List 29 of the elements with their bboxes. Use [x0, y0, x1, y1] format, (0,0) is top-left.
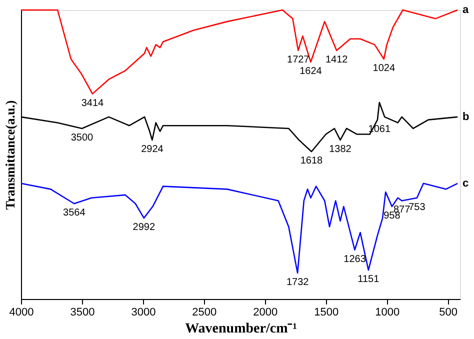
x-tick-label: 3000 — [131, 306, 156, 318]
series-label: a — [462, 4, 470, 16]
annotation: 1151 — [358, 274, 380, 286]
x-axis-title: Wavenumber/cm⁻¹ — [185, 322, 297, 336]
annotation: 3564 — [63, 208, 86, 219]
x-tick-label: 2000 — [253, 306, 278, 318]
x-tick-label: 1000 — [375, 306, 400, 318]
annotation: 1382 — [329, 144, 352, 156]
annotation: 1624 — [300, 66, 322, 78]
x-tick-label: 500 — [439, 306, 458, 318]
annotation: 753 — [408, 202, 426, 213]
annotation: 1412 — [325, 54, 348, 66]
x-tick-label: 3500 — [70, 306, 95, 318]
y-axis-title: Transmittance(a.u.) — [2, 100, 18, 210]
x-tick-label: 2500 — [192, 306, 217, 318]
series-label: b — [462, 110, 470, 123]
annotation: 958 — [384, 210, 401, 222]
annotation: 1024 — [372, 63, 396, 74]
annotation: 2992 — [132, 222, 156, 234]
annotation: 1727 — [287, 54, 310, 66]
annotation: 1732 — [286, 276, 310, 288]
annotation: 3500 — [70, 132, 94, 144]
series-label: c — [462, 177, 469, 190]
annotation: 3414 — [81, 98, 104, 109]
annotation: 2924 — [141, 144, 164, 156]
annotation: 1263 — [344, 254, 366, 265]
annotation: 1618 — [300, 156, 324, 167]
x-tick-label: 1500 — [314, 306, 339, 318]
x-tick-label: 4000 — [9, 306, 34, 318]
